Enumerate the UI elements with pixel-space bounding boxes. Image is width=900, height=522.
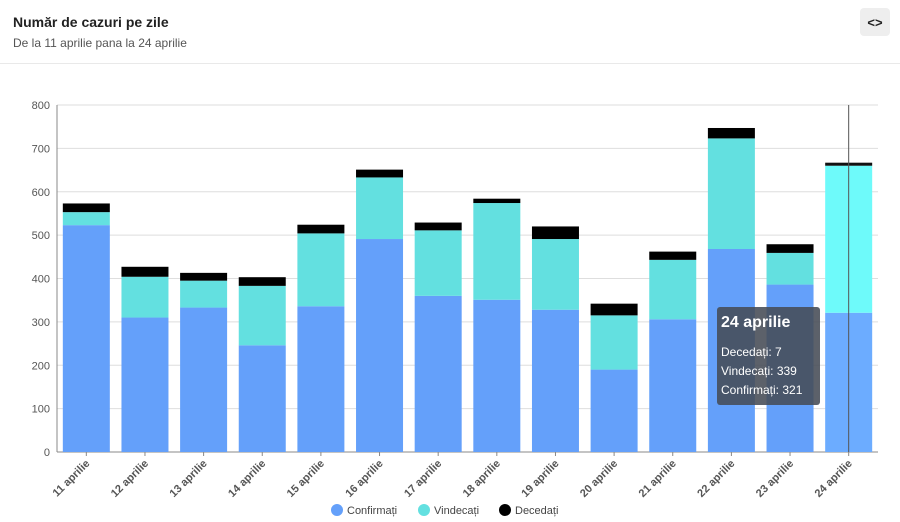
legend-marker[interactable] (499, 504, 511, 516)
y-tick-label: 200 (32, 360, 50, 372)
y-tick-label: 500 (32, 230, 50, 242)
y-tick-label: 300 (32, 317, 50, 329)
x-tick-label: 13 aprilie (168, 458, 210, 500)
tooltip-line: Confirmați: 321 (721, 383, 803, 397)
x-tick-label: 16 aprilie (343, 458, 385, 500)
bar-confirmai[interactable] (414, 295, 462, 452)
x-tick-label: 22 aprilie (695, 458, 737, 500)
y-tick-label: 700 (32, 143, 50, 155)
x-tick-label: 15 aprilie (285, 458, 327, 500)
bar-vindecai[interactable] (766, 252, 814, 285)
tooltip (717, 307, 820, 405)
x-tick-label: 20 aprilie (578, 458, 620, 500)
bar-decedai[interactable] (297, 224, 345, 234)
y-tick-label: 0 (44, 447, 50, 459)
legend-marker[interactable] (418, 504, 430, 516)
bar-vindecai[interactable] (649, 259, 697, 320)
chart-title: Număr de cazuri pe zile (13, 14, 169, 30)
bar-decedai[interactable] (531, 226, 579, 240)
x-tick-label: 14 aprilie (226, 458, 268, 500)
x-tick-label: 12 aprilie (109, 458, 151, 500)
bar-confirmai[interactable] (590, 369, 638, 452)
bar-decedai[interactable] (180, 272, 228, 281)
bar-decedai[interactable] (121, 266, 169, 277)
x-tick-label: 21 aprilie (637, 458, 679, 500)
bar-confirmai[interactable] (297, 306, 345, 452)
x-tick-label: 11 aprilie (51, 458, 93, 500)
legend-marker[interactable] (331, 504, 343, 516)
legend-label[interactable]: Confirmați (347, 505, 397, 517)
chart-subtitle: De la 11 aprilie pana la 24 aprilie (13, 36, 187, 50)
legend-label[interactable]: Vindecați (434, 505, 479, 517)
bar-confirmai[interactable] (531, 309, 579, 452)
bar-vindecai[interactable] (473, 203, 521, 300)
embed-code-button[interactable]: <> (860, 8, 890, 36)
bar-vindecai[interactable] (531, 239, 579, 310)
legend-label[interactable]: Decedați (515, 505, 558, 517)
bar-vindecai[interactable] (297, 233, 345, 307)
bar-vindecai[interactable] (356, 177, 404, 240)
bar-confirmai[interactable] (356, 239, 404, 452)
bar-decedai[interactable] (62, 203, 110, 213)
x-tick-label: 19 aprilie (519, 458, 561, 500)
y-tick-label: 400 (32, 274, 50, 286)
x-tick-label: 18 aprilie (461, 458, 503, 500)
card-header: Număr de cazuri pe zile De la 11 aprilie… (0, 0, 900, 64)
bar-decedai[interactable] (238, 277, 286, 286)
bar-vindecai[interactable] (180, 280, 228, 308)
bar-decedai[interactable] (707, 127, 755, 139)
bar-vindecai[interactable] (707, 138, 755, 250)
bar-decedai[interactable] (590, 303, 638, 316)
x-tick-label: 23 aprilie (754, 458, 796, 500)
y-tick-label: 100 (32, 404, 50, 416)
code-brackets-icon: <> (867, 14, 883, 30)
tooltip-line: Vindecați: 339 (721, 364, 797, 378)
bar-vindecai[interactable] (414, 230, 462, 296)
bar-vindecai[interactable] (62, 212, 110, 226)
bar-vindecai[interactable] (121, 276, 169, 318)
bar-vindecai[interactable] (590, 315, 638, 370)
bar-decedai[interactable] (414, 222, 462, 231)
bar-confirmai[interactable] (238, 345, 286, 452)
bar-confirmai[interactable] (180, 307, 228, 452)
bar-decedai[interactable] (473, 198, 521, 204)
bar-confirmai[interactable] (121, 317, 169, 452)
bar-decedai[interactable] (356, 169, 404, 178)
bar-confirmai[interactable] (62, 225, 110, 452)
x-tick-label: 24 aprilie (813, 458, 855, 500)
bar-decedai[interactable] (766, 244, 814, 253)
y-tick-label: 800 (32, 100, 50, 112)
y-tick-label: 600 (32, 187, 50, 199)
tooltip-line: Decedați: 7 (721, 345, 782, 359)
bar-decedai[interactable] (649, 251, 697, 260)
x-tick-label: 17 aprilie (402, 458, 444, 500)
bar-vindecai[interactable] (238, 285, 286, 346)
tooltip-title: 24 aprilie (721, 314, 790, 331)
bar-confirmai[interactable] (473, 299, 521, 452)
bar-confirmai[interactable] (649, 319, 697, 452)
